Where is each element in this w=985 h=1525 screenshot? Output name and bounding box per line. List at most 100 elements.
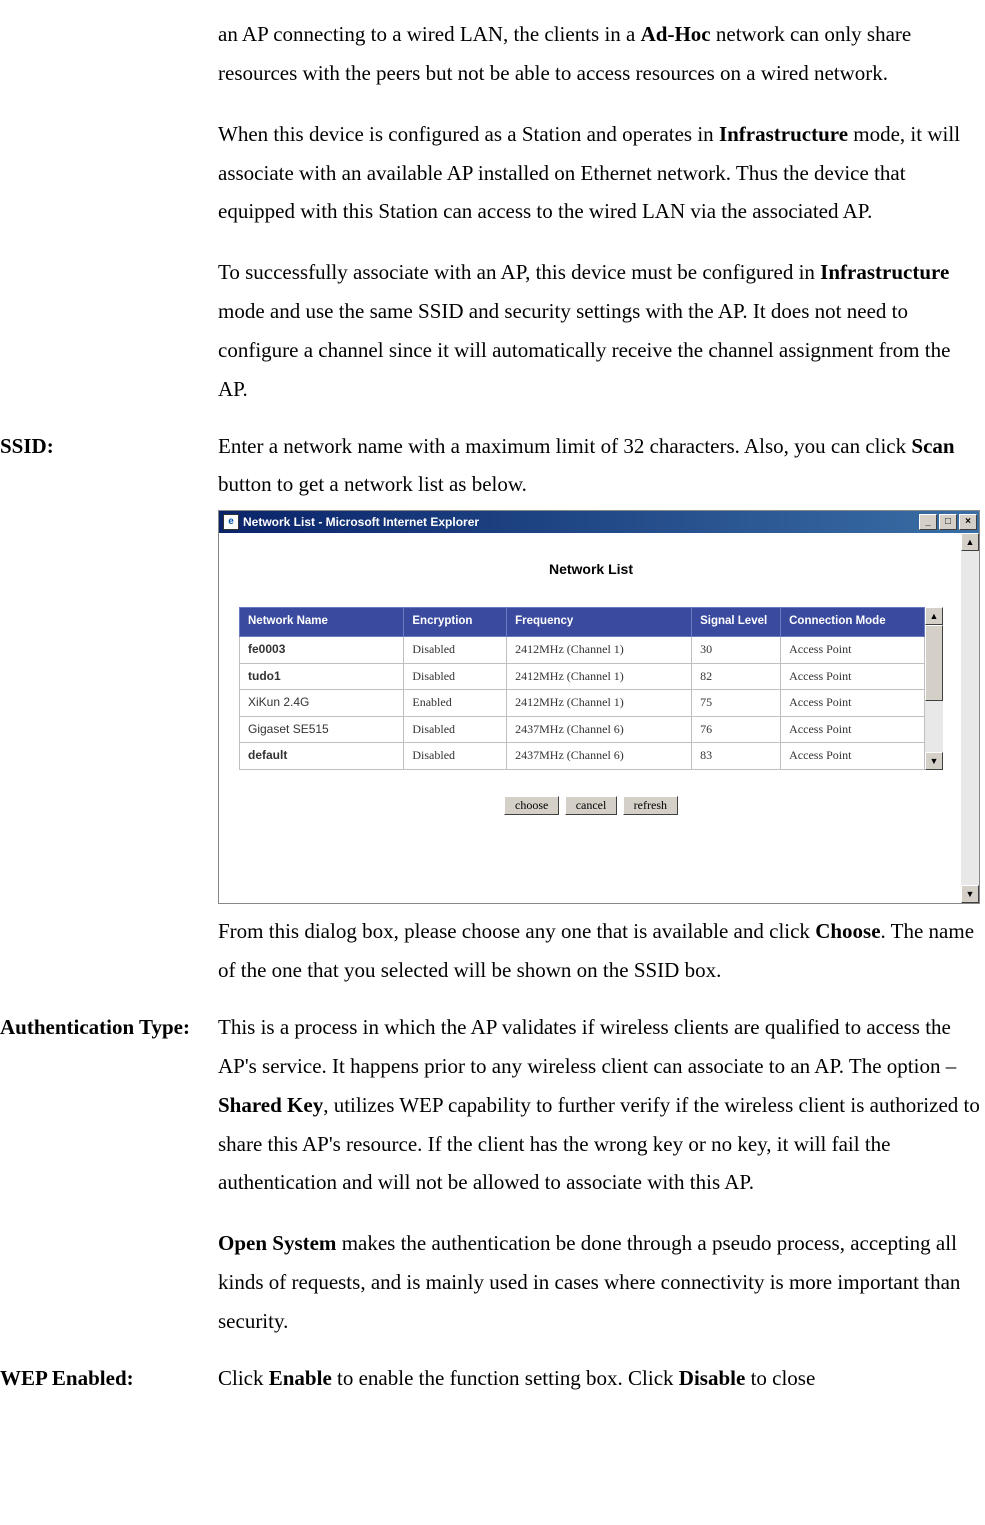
field-network-mode: an AP connecting to a wired LAN, the cli… [0, 15, 985, 409]
label-auth-type: Authentication Type: [0, 1008, 218, 1341]
cell-freq: 2437MHz (Channel 6) [507, 743, 692, 770]
text: to close [745, 1366, 815, 1390]
bold-infra: Infrastructure [820, 260, 949, 284]
dialog-titlebar: e Network List - Microsoft Internet Expl… [219, 511, 979, 533]
table-row[interactable]: XiKun 2.4GEnabled2412MHz (Channel 1)75Ac… [240, 690, 925, 717]
cell-name: fe0003 [240, 636, 404, 663]
para-ssid-intro: Enter a network name with a maximum limi… [218, 427, 980, 505]
text: , utilizes WEP capability to further ver… [218, 1093, 980, 1195]
cell-name: Gigaset SE515 [240, 716, 404, 743]
para-infra1: When this device is configured as a Stat… [218, 115, 980, 232]
col-network-name: Network Name [240, 608, 404, 637]
cell-enc: Disabled [404, 663, 507, 690]
dialog-title: Network List - Microsoft Internet Explor… [243, 511, 919, 533]
bold-adhoc: Ad-Hoc [641, 22, 711, 46]
text: Click [218, 1366, 269, 1390]
scroll-up-icon[interactable]: ▲ [961, 533, 979, 551]
cell-mode: Access Point [781, 690, 925, 717]
cell-name: XiKun 2.4G [240, 690, 404, 717]
col-encryption: Encryption [404, 608, 507, 637]
bold-disable: Disable [679, 1366, 746, 1390]
col-signal: Signal Level [692, 608, 781, 637]
content-ssid: Enter a network name with a maximum limi… [218, 427, 985, 990]
table-row[interactable]: Gigaset SE515Disabled2437MHz (Channel 6)… [240, 716, 925, 743]
table-row[interactable]: tudo1Disabled2412MHz (Channel 1)82Access… [240, 663, 925, 690]
label-wep-enabled: WEP Enabled: [0, 1359, 218, 1398]
field-wep-enabled: WEP Enabled: Click Enable to enable the … [0, 1359, 985, 1398]
cancel-button[interactable]: cancel [565, 796, 618, 815]
label-ssid: SSID: [0, 427, 218, 990]
choose-button[interactable]: choose [504, 796, 559, 815]
window-controls: _ □ × [919, 514, 977, 530]
field-auth-type: Authentication Type: This is a process i… [0, 1008, 985, 1341]
text: When this device is configured as a Stat… [218, 122, 719, 146]
dialog-body: Network List Network Name Encryption Fre… [219, 533, 979, 903]
network-list-heading: Network List [239, 557, 943, 583]
scroll-track[interactable] [925, 625, 943, 752]
cell-mode: Access Point [781, 716, 925, 743]
para-wep: Click Enable to enable the function sett… [218, 1359, 980, 1398]
para-ssid-after: From this dialog box, please choose any … [218, 912, 980, 990]
cell-sig: 75 [692, 690, 781, 717]
ie-icon: e [223, 514, 239, 530]
cell-freq: 2412MHz (Channel 1) [507, 663, 692, 690]
table-row[interactable]: fe0003Disabled2412MHz (Channel 1)30Acces… [240, 636, 925, 663]
bold-scan: Scan [911, 434, 954, 458]
cell-mode: Access Point [781, 663, 925, 690]
maximize-button[interactable]: □ [939, 514, 957, 530]
para-auth-shared: This is a process in which the AP valida… [218, 1008, 980, 1202]
para-infra2: To successfully associate with an AP, th… [218, 253, 980, 408]
bold-open-system: Open System [218, 1231, 336, 1255]
table-scrollbar[interactable]: ▲ ▼ [925, 607, 943, 770]
scroll-thumb[interactable] [925, 625, 943, 701]
para-auth-open: Open System makes the authentication be … [218, 1224, 980, 1341]
bold-choose: Choose [815, 919, 880, 943]
text: To successfully associate with an AP, th… [218, 260, 820, 284]
scroll-down-icon[interactable]: ▼ [961, 885, 979, 903]
scroll-down-icon[interactable]: ▼ [925, 752, 943, 770]
text: to enable the function setting box. Clic… [332, 1366, 679, 1390]
bold-infra: Infrastructure [719, 122, 848, 146]
cell-sig: 76 [692, 716, 781, 743]
minimize-button[interactable]: _ [919, 514, 937, 530]
refresh-button[interactable]: refresh [623, 796, 678, 815]
field-ssid: SSID: Enter a network name with a maximu… [0, 427, 985, 990]
cell-mode: Access Point [781, 743, 925, 770]
cell-enc: Disabled [404, 636, 507, 663]
table-row[interactable]: defaultDisabled2437MHz (Channel 6)83Acce… [240, 743, 925, 770]
text: an AP connecting to a wired LAN, the cli… [218, 22, 641, 46]
content-network-mode: an AP connecting to a wired LAN, the cli… [218, 15, 985, 409]
dialog-button-row: choose cancel refresh [239, 794, 943, 816]
table-header-row: Network Name Encryption Frequency Signal… [240, 608, 925, 637]
close-button[interactable]: × [959, 514, 977, 530]
text: From this dialog box, please choose any … [218, 919, 815, 943]
bold-shared-key: Shared Key [218, 1093, 323, 1117]
dialog-inner: Network List Network Name Encryption Fre… [219, 533, 961, 903]
label-empty [0, 15, 218, 409]
text: Enter a network name with a maximum limi… [218, 434, 911, 458]
para-adhoc: an AP connecting to a wired LAN, the cli… [218, 15, 980, 93]
col-mode: Connection Mode [781, 608, 925, 637]
text: mode and use the same SSID and security … [218, 299, 950, 401]
dialog-scrollbar[interactable]: ▲ ▼ [961, 533, 979, 903]
network-table: Network Name Encryption Frequency Signal… [239, 607, 925, 770]
network-list-dialog: e Network List - Microsoft Internet Expl… [218, 510, 980, 904]
cell-sig: 83 [692, 743, 781, 770]
cell-freq: 2437MHz (Channel 6) [507, 716, 692, 743]
scroll-up-icon[interactable]: ▲ [925, 607, 943, 625]
scroll-track[interactable] [961, 551, 979, 885]
cell-freq: 2412MHz (Channel 1) [507, 690, 692, 717]
cell-name: default [240, 743, 404, 770]
content-auth-type: This is a process in which the AP valida… [218, 1008, 985, 1341]
cell-name: tudo1 [240, 663, 404, 690]
cell-freq: 2412MHz (Channel 1) [507, 636, 692, 663]
text: This is a process in which the AP valida… [218, 1015, 956, 1078]
cell-sig: 82 [692, 663, 781, 690]
col-frequency: Frequency [507, 608, 692, 637]
cell-mode: Access Point [781, 636, 925, 663]
cell-enc: Disabled [404, 716, 507, 743]
bold-enable: Enable [269, 1366, 332, 1390]
text: button to get a network list as below. [218, 472, 527, 496]
cell-enc: Enabled [404, 690, 507, 717]
cell-sig: 30 [692, 636, 781, 663]
